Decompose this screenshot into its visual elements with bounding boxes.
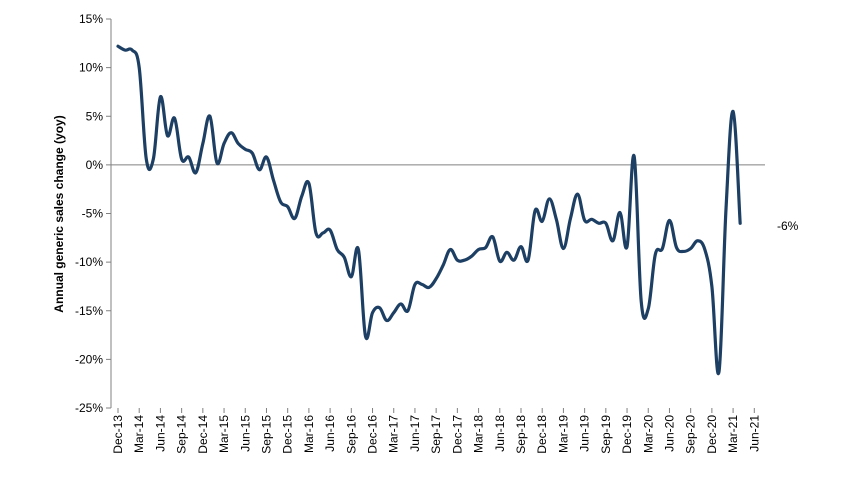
y-axis-label: Annual generic sales change (yoy) bbox=[52, 115, 66, 312]
x-tick-label: Jun-20 bbox=[662, 415, 676, 452]
x-tick-label: Dec-15 bbox=[281, 415, 295, 454]
series-line bbox=[116, 44, 742, 376]
x-tick-label: Dec-20 bbox=[705, 415, 719, 454]
x-tick-label: Jun-19 bbox=[578, 415, 592, 452]
x-tick-label: Jun-16 bbox=[323, 415, 337, 452]
x-tick-label: Jun-18 bbox=[493, 415, 507, 452]
x-tick-label: Sep-14 bbox=[175, 415, 189, 454]
x-tick-label: Jun-17 bbox=[408, 415, 422, 452]
y-tick-label: -15% bbox=[75, 304, 103, 318]
y-tick-label: 0% bbox=[86, 158, 104, 172]
x-tick-label: Mar-16 bbox=[302, 415, 316, 453]
y-tick-label: -5% bbox=[82, 207, 104, 221]
x-tick-label: Sep-15 bbox=[259, 415, 273, 454]
x-tick-label: Dec-17 bbox=[450, 415, 464, 454]
x-tick-label: Mar-14 bbox=[132, 415, 146, 453]
x-tick-label: Jun-21 bbox=[747, 415, 761, 452]
x-tick-label: Dec-14 bbox=[196, 415, 210, 454]
x-tick-label: Sep-16 bbox=[344, 415, 358, 454]
y-tick-label: 15% bbox=[79, 12, 103, 26]
y-tick-label: 10% bbox=[79, 61, 103, 75]
x-tick-label: Jun-14 bbox=[153, 415, 167, 452]
x-tick-label: Sep-18 bbox=[514, 415, 528, 454]
x-tick-label: Dec-13 bbox=[111, 415, 125, 454]
y-tick-label: -20% bbox=[75, 352, 103, 366]
x-tick-label: Dec-19 bbox=[620, 415, 634, 454]
x-ticks: Dec-13 Mar-14 Jun-14 Sep-14 Dec-14 Mar-15 Jun-… bbox=[111, 408, 761, 454]
x-tick-label: Mar-17 bbox=[387, 415, 401, 453]
x-tick-label: Mar-20 bbox=[641, 415, 655, 453]
x-tick-label: Sep-19 bbox=[599, 415, 613, 454]
x-tick-label: Mar-18 bbox=[472, 415, 486, 453]
x-tick-label: Dec-16 bbox=[366, 415, 380, 454]
x-tick-label: Mar-21 bbox=[726, 415, 740, 453]
end-annotation: -6% bbox=[777, 219, 799, 233]
x-tick-label: Dec-18 bbox=[535, 415, 549, 454]
y-ticks: 15% 10% 5% 0% -5% -10% -15% -20% -25% bbox=[75, 12, 111, 415]
x-tick-label: Jun-15 bbox=[238, 415, 252, 452]
x-tick-label: Mar-15 bbox=[217, 415, 231, 453]
x-tick-label: Sep-17 bbox=[429, 415, 443, 454]
y-tick-label: 5% bbox=[86, 109, 104, 123]
y-tick-label: -10% bbox=[75, 255, 103, 269]
x-tick-label: Mar-19 bbox=[556, 415, 570, 453]
y-tick-label: -25% bbox=[75, 401, 103, 415]
x-tick-label: Sep-20 bbox=[684, 415, 698, 454]
